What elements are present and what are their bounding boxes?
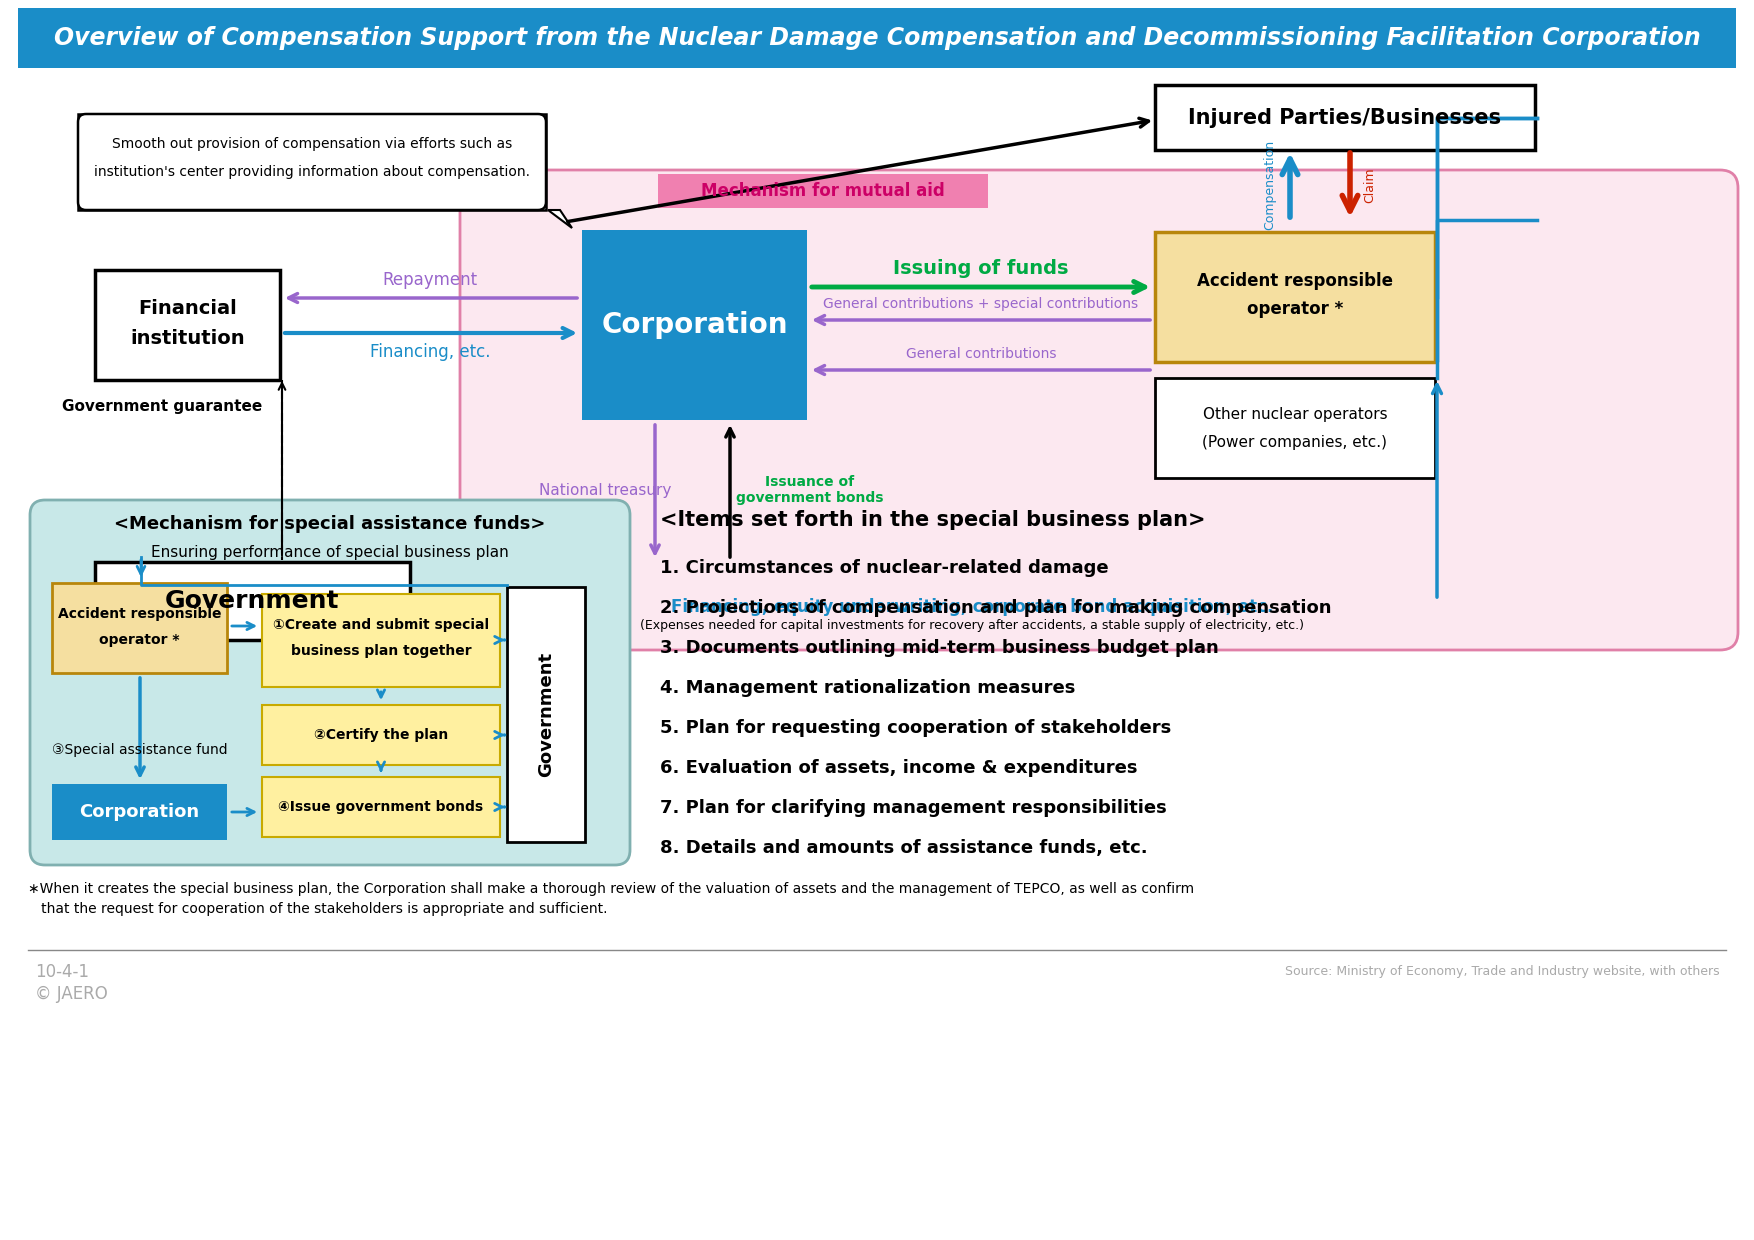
Text: business plan together: business plan together <box>291 644 472 657</box>
Polygon shape <box>547 210 572 228</box>
Text: Accident responsible: Accident responsible <box>58 608 221 621</box>
Text: <Items set forth in the special business plan>: <Items set forth in the special business… <box>660 510 1205 529</box>
Text: operator *: operator * <box>1247 300 1344 317</box>
Bar <box>18 7 1736 68</box>
Text: operator *: operator * <box>100 632 179 647</box>
FancyBboxPatch shape <box>460 170 1738 650</box>
Text: 3. Documents outlining mid-term business budget plan: 3. Documents outlining mid-term business… <box>660 639 1219 657</box>
Text: 2. Projections of compensation and plan for making compensation: 2. Projections of compensation and plan … <box>660 599 1331 618</box>
Text: Government: Government <box>165 589 340 613</box>
Text: Accident responsible: Accident responsible <box>1196 272 1393 290</box>
Text: institution: institution <box>130 330 246 348</box>
Text: ③Special assistance fund: ③Special assistance fund <box>53 743 228 756</box>
Text: ②Certify the plan: ②Certify the plan <box>314 728 447 742</box>
Bar <box>1154 232 1435 362</box>
Text: 7. Plan for clarifying management responsibilities: 7. Plan for clarifying management respon… <box>660 799 1166 817</box>
Text: Issuing of funds: Issuing of funds <box>893 258 1068 278</box>
Text: 6. Evaluation of assets, income & expenditures: 6. Evaluation of assets, income & expend… <box>660 759 1138 777</box>
Text: ①Create and submit special: ①Create and submit special <box>274 619 489 632</box>
Text: Financing, etc.: Financing, etc. <box>370 343 491 361</box>
Text: National treasury: National treasury <box>538 482 672 497</box>
Bar <box>1154 378 1435 477</box>
Text: Government: Government <box>537 652 554 777</box>
Text: Injured Parties/Businesses: Injured Parties/Businesses <box>1189 108 1501 128</box>
Text: General contributions: General contributions <box>905 347 1056 361</box>
Text: <Mechanism for special assistance funds>: <Mechanism for special assistance funds> <box>114 515 545 533</box>
Text: Compensation: Compensation <box>1263 140 1277 231</box>
Text: Repayment: Repayment <box>382 272 477 289</box>
Text: 10-4-1: 10-4-1 <box>35 963 89 981</box>
Text: 4. Management rationalization measures: 4. Management rationalization measures <box>660 680 1075 697</box>
Bar <box>1154 86 1535 150</box>
FancyBboxPatch shape <box>77 114 545 210</box>
Text: Ensuring performance of special business plan: Ensuring performance of special business… <box>151 544 509 559</box>
Text: institution's center providing information about compensation.: institution's center providing informati… <box>95 165 530 179</box>
Bar <box>507 587 586 842</box>
Bar <box>261 777 500 837</box>
Text: ④Issue government bonds: ④Issue government bonds <box>279 800 484 813</box>
Text: ∗When it creates the special business plan, the Corporation shall make a thoroug: ∗When it creates the special business pl… <box>28 882 1194 897</box>
Text: Government guarantee: Government guarantee <box>61 399 261 414</box>
Text: Source: Ministry of Economy, Trade and Industry website, with others: Source: Ministry of Economy, Trade and I… <box>1286 966 1721 978</box>
Text: (Power companies, etc.): (Power companies, etc.) <box>1203 434 1387 450</box>
FancyBboxPatch shape <box>30 500 630 866</box>
Bar <box>658 174 988 208</box>
Text: 1. Circumstances of nuclear-related damage: 1. Circumstances of nuclear-related dama… <box>660 559 1109 577</box>
Bar <box>53 583 226 673</box>
Bar <box>77 114 545 210</box>
Text: Mechanism for mutual aid: Mechanism for mutual aid <box>702 182 945 200</box>
Text: Corporation: Corporation <box>79 804 200 821</box>
Bar <box>261 594 500 687</box>
Text: Issuance of
government bonds: Issuance of government bonds <box>737 475 884 505</box>
Text: © JAERO: © JAERO <box>35 985 107 1003</box>
Bar <box>53 784 226 839</box>
Text: (Expenses needed for capital investments for recovery after accidents, a stable : (Expenses needed for capital investments… <box>640 620 1303 632</box>
Bar <box>95 270 281 379</box>
Text: 5. Plan for requesting cooperation of stakeholders: 5. Plan for requesting cooperation of st… <box>660 719 1172 737</box>
Text: Corporation: Corporation <box>602 311 788 339</box>
Text: Financial: Financial <box>139 300 237 319</box>
Text: Overview of Compensation Support from the Nuclear Damage Compensation and Decomm: Overview of Compensation Support from th… <box>54 26 1700 50</box>
Text: that the request for cooperation of the stakeholders is appropriate and sufficie: that the request for cooperation of the … <box>28 901 607 916</box>
Bar <box>95 562 410 640</box>
Text: 8. Details and amounts of assistance funds, etc.: 8. Details and amounts of assistance fun… <box>660 839 1147 857</box>
Text: Financing, equity underwriting, corporate bond acquisition, etc.: Financing, equity underwriting, corporat… <box>670 598 1273 616</box>
Text: Smooth out provision of compensation via efforts such as: Smooth out provision of compensation via… <box>112 136 512 151</box>
Text: Claim: Claim <box>1363 167 1377 203</box>
Bar <box>261 706 500 765</box>
Text: Other nuclear operators: Other nuclear operators <box>1203 407 1387 422</box>
Bar <box>582 229 807 420</box>
Text: General contributions + special contributions: General contributions + special contribu… <box>823 298 1138 311</box>
